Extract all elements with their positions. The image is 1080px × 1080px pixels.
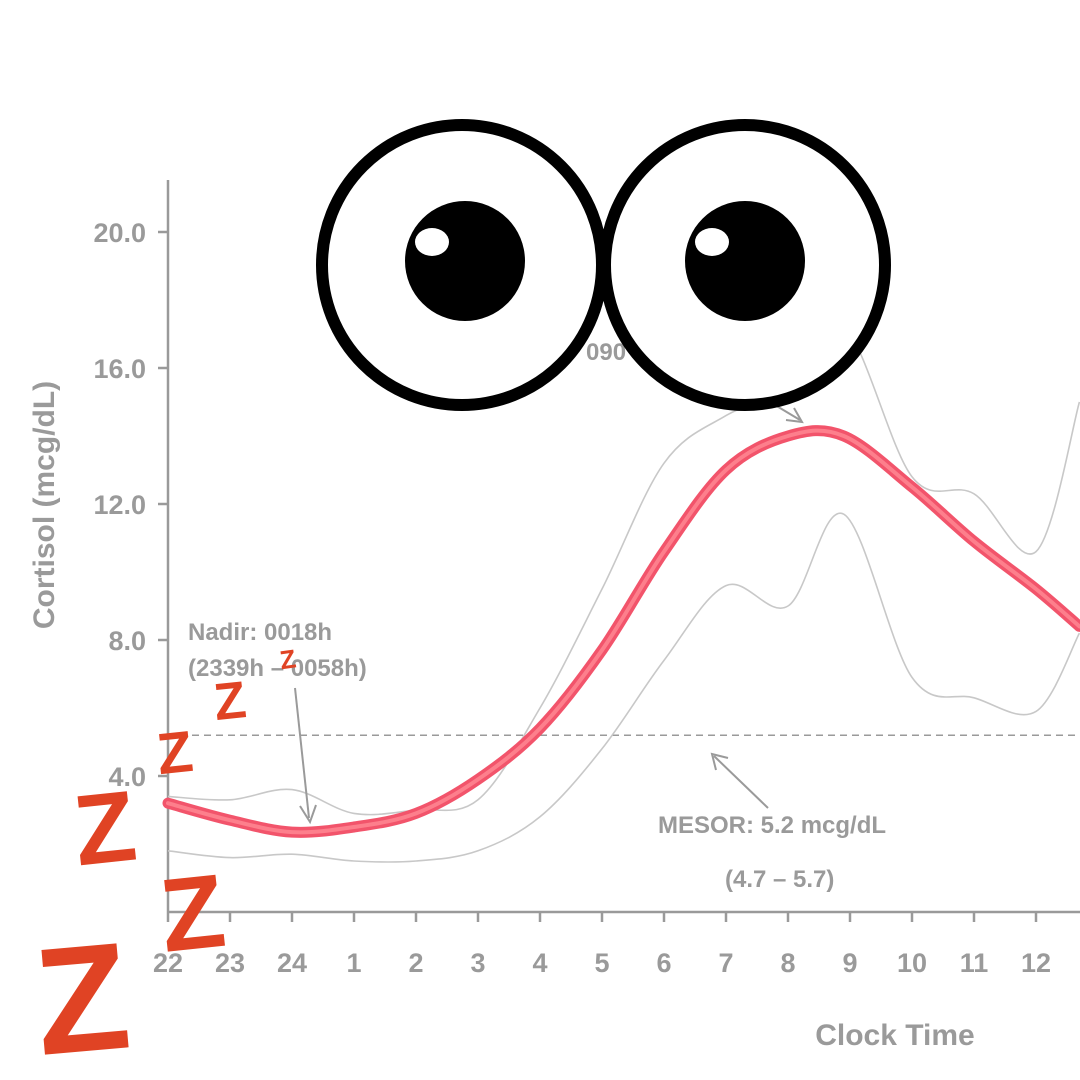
nadir-arrow: [294, 687, 310, 819]
x-tick-label: 6: [656, 948, 671, 978]
mesor-label: MESOR: 5.2 mcg/dL: [658, 812, 886, 839]
x-tick-label: 9: [842, 948, 857, 978]
peak-label: 090: [586, 339, 626, 366]
z-letter-3: Z: [154, 719, 196, 787]
x-tick-label: 5: [594, 948, 609, 978]
x-tick-label: 4: [532, 948, 547, 978]
left-eye-glint: [415, 228, 449, 256]
nadir-range: (2339h – 0058h): [188, 655, 367, 682]
x-tick-label: 10: [897, 948, 927, 978]
series-layer: [162, 324, 1080, 863]
z-letter-6: Z: [29, 910, 136, 1080]
x-tick-label: 1: [346, 948, 361, 978]
z-letter-1: Z: [278, 643, 298, 675]
x-tick-label: 23: [215, 948, 245, 978]
nadir-label: Nadir: 0018h: [188, 619, 332, 646]
y-tick-label: 12.0: [93, 490, 146, 520]
x-tick-label: 3: [470, 948, 485, 978]
x-tick-label: 2: [408, 948, 423, 978]
right-pupil: [685, 201, 805, 321]
y-tick-label: 8.0: [108, 626, 146, 656]
nadir-arrow-head: [299, 804, 317, 825]
x-tick-label: 7: [718, 948, 733, 978]
mesor-range: (4.7 – 5.7): [725, 866, 834, 893]
x-ticks: 22 23 24 1 2 3 4 5 6 7 8 9 10 11 12: [153, 912, 1051, 978]
z-letter-2: Z: [211, 671, 249, 732]
x-axis-title: Clock Time: [815, 1019, 975, 1052]
z-letter-5: Z: [155, 853, 230, 975]
y-axis-title: Cortisol (mcg/dL): [28, 381, 61, 629]
upper-band-line: [167, 324, 1080, 816]
y-tick-label: 20.0: [93, 218, 146, 248]
sleeping-z-icon: Z Z Z Z Z Z: [29, 643, 298, 1080]
z-letter-4: Z: [69, 770, 141, 888]
googly-eyes-icon: [316, 119, 891, 411]
x-tick-label: 22: [153, 948, 183, 978]
mean-cortisol-highlight: [166, 428, 1080, 835]
mesor-arrow-head: [710, 752, 729, 771]
x-tick-label: 12: [1021, 948, 1051, 978]
x-tick-label: 8: [780, 948, 795, 978]
left-pupil: [405, 201, 525, 321]
x-tick-label: 11: [960, 948, 989, 978]
right-eye-glint: [695, 228, 729, 256]
x-tick-label: 24: [277, 948, 307, 978]
y-ticks: 4.0 8.0 12.0 16.0 20.0: [93, 218, 168, 792]
y-tick-label: 16.0: [93, 354, 146, 384]
lower-band-line: [167, 512, 1080, 863]
mesor-arrow: [713, 755, 769, 809]
peak-arrow-head: [785, 407, 804, 424]
y-tick-label: 4.0: [108, 762, 146, 792]
